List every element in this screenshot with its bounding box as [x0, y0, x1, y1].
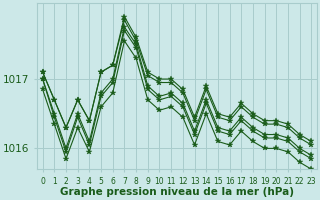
X-axis label: Graphe pression niveau de la mer (hPa): Graphe pression niveau de la mer (hPa): [60, 187, 294, 197]
